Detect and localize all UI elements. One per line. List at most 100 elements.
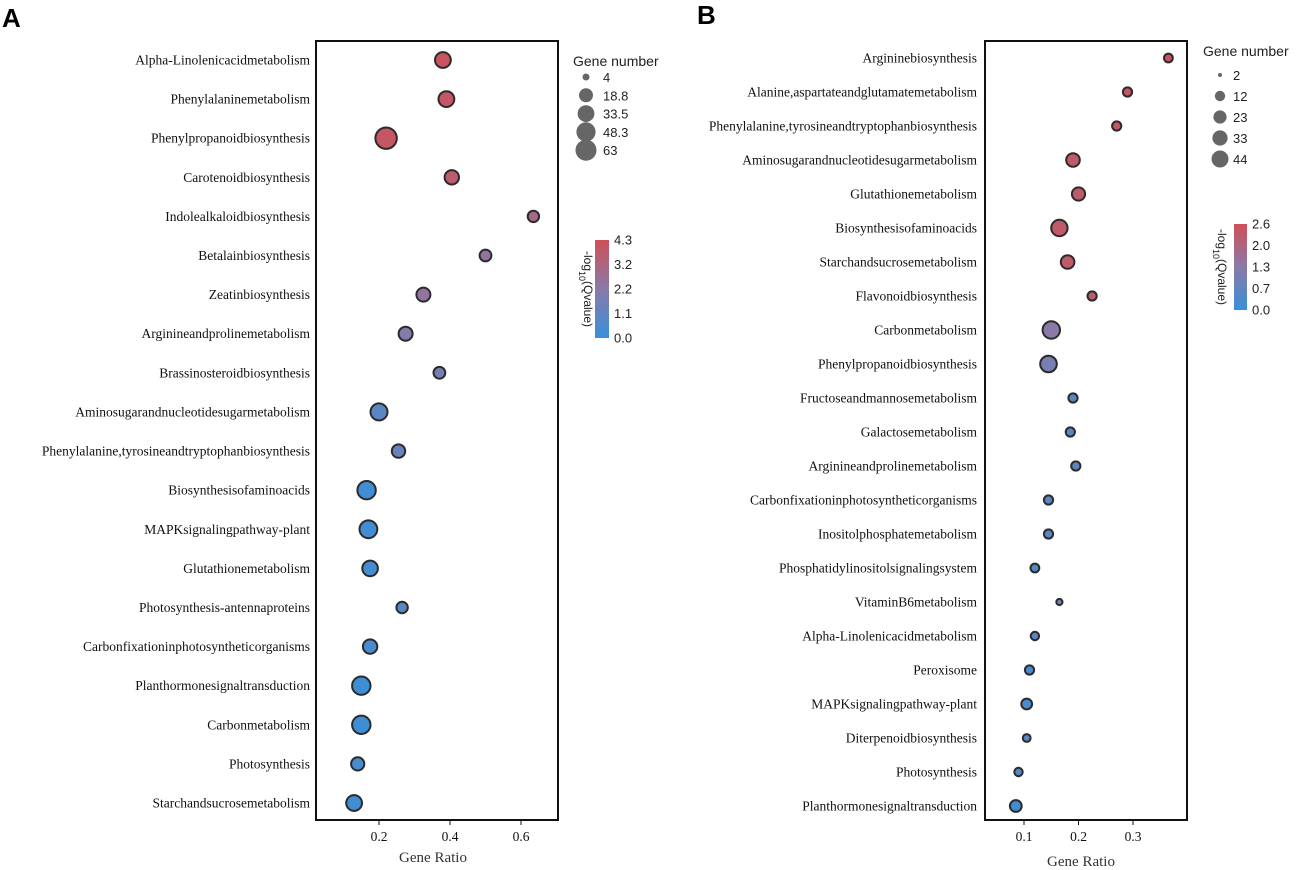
size-legend-a: Gene number 4 18.8 33.5 48.3 63: [573, 53, 659, 161]
size-legend-label: 23: [1233, 110, 1247, 125]
colorbar-b: [1234, 224, 1247, 310]
panel-a: A Alpha-Linolenicacidmetabolism Phenylala…: [2, 3, 659, 866]
size-legend-dot: [1218, 73, 1222, 77]
x-tick-label: 0.2: [371, 829, 388, 844]
panel-letter-a: A: [2, 3, 21, 33]
data-point: [415, 286, 432, 303]
panel-b: B Argininebiosynthesis Alanine,aspartatea…: [697, 0, 1289, 870]
category-label: Photosynthesis-antennaproteins: [139, 600, 310, 615]
size-legend-label: 4: [603, 70, 610, 85]
data-point: [1055, 597, 1064, 607]
category-label: Carbonmetabolism: [874, 323, 977, 338]
data-point: [345, 794, 364, 812]
category-label: Galactosemetabolism: [861, 425, 978, 440]
data-point: [1121, 86, 1134, 98]
data-point: [351, 714, 372, 735]
category-label: Flavonoidbiosynthesis: [855, 289, 977, 304]
data-point: [1029, 630, 1041, 642]
category-label: Photosynthesis: [896, 765, 977, 780]
category-label: Peroxisome: [913, 663, 977, 678]
data-point: [397, 325, 414, 342]
category-label: Carbonmetabolism: [207, 717, 310, 732]
category-label: Diterpenoidbiosynthesis: [846, 731, 977, 746]
category-label: Phosphatidylinositolsignalingsystem: [779, 561, 978, 576]
colorbar-tick-label: 0.0: [1252, 303, 1270, 318]
size-legend-dot: [1214, 90, 1226, 102]
size-legend-dot: [1211, 150, 1229, 168]
colorbar-tick-label: 4.3: [614, 233, 632, 248]
category-label: Planthormonesignaltransduction: [802, 799, 977, 814]
data-point: [369, 402, 389, 422]
data-point: [395, 600, 409, 615]
category-label: Starchandsucrosemetabolism: [820, 255, 978, 270]
category-label: Betalainbiosynthesis: [198, 248, 310, 263]
category-label: Phenylpropanoidbiosynthesis: [151, 131, 310, 146]
category-label: Biosynthesisofaminoacids: [168, 483, 310, 498]
category-label: Indolealkaloidbiosynthesis: [165, 209, 310, 224]
data-point: [1064, 426, 1076, 438]
colorbar-a: [595, 240, 609, 338]
data-point: [1013, 766, 1024, 778]
category-label: Glutathionemetabolism: [850, 187, 977, 202]
data-point: [434, 51, 452, 69]
category-label: Biosynthesisofaminoacids: [835, 221, 977, 236]
panel-letter-b: B: [697, 0, 716, 30]
colorbar-tick-label: 0.7: [1252, 281, 1270, 296]
x-axis-ticks-b: 0.1 0.2 0.3: [1016, 820, 1142, 844]
data-point: [350, 756, 366, 772]
data-point: [1067, 392, 1079, 404]
size-legend-title-b: Gene number: [1203, 43, 1289, 59]
size-legend-label: 48.3: [603, 125, 628, 140]
size-legend-dot: [577, 105, 595, 122]
data-point: [1021, 733, 1032, 743]
category-label: MAPKsignalingpathway-plant: [811, 697, 977, 712]
category-labels-b: Argininebiosynthesis Alanine,aspartateand…: [709, 51, 978, 814]
size-legend-label: 18.8: [603, 88, 628, 103]
category-label: Carbonfixationinphotosyntheticorganisms: [750, 493, 977, 508]
data-point: [1008, 799, 1023, 813]
data-point: [1065, 152, 1081, 168]
colorbar-title-b: -log10(Qvalue): [1211, 229, 1229, 305]
category-label: Phenylpropanoidbiosynthesis: [818, 357, 977, 372]
category-label: Zeatinbiosynthesis: [209, 287, 310, 302]
category-label: Carotenoidbiosynthesis: [183, 170, 310, 185]
data-point: [1042, 494, 1055, 506]
data-point: [1070, 186, 1087, 202]
data-point: [1023, 664, 1036, 676]
colorbar-tick-label: 3.2: [614, 257, 632, 272]
category-label: Photosynthesis: [229, 756, 310, 771]
size-legend-dot: [582, 73, 590, 81]
x-axis-ticks-a: 0.2 0.4 0.6: [371, 820, 530, 844]
category-label: Glutathionemetabolism: [183, 561, 310, 576]
category-label: Aminosugarandnucleotidesugarmetabolism: [75, 404, 310, 419]
plot-frame-b: [984, 40, 1188, 821]
category-label: Alpha-Linolenicacidmetabolism: [802, 629, 977, 644]
category-label: Brassinosteroidbiosynthesis: [159, 365, 310, 380]
size-legend-label: 33: [1233, 131, 1247, 146]
size-legend-label: 2: [1233, 68, 1240, 83]
points-a: [345, 51, 541, 812]
size-legend-label: 63: [603, 143, 617, 158]
color-legend-a: 4.3 3.2 2.2 1.1 0.0 -log10(Qvalue): [577, 233, 632, 346]
category-label: MAPKsignalingpathway-plant: [144, 522, 310, 537]
category-label: Inositolphosphatemetabolism: [818, 527, 977, 542]
category-label: Alanine,aspartateandglutamatemetabolism: [747, 85, 977, 100]
data-point: [1050, 218, 1069, 238]
data-point: [358, 519, 379, 540]
x-tick-label: 0.6: [513, 829, 530, 844]
category-label: Arginineandprolinemetabolism: [142, 326, 311, 341]
category-label: Aminosugarandnucleotidesugarmetabolism: [742, 153, 977, 168]
data-point: [1020, 697, 1034, 711]
category-label: Starchandsucrosemetabolism: [153, 796, 311, 811]
category-label: Carbonfixationinphotosyntheticorganisms: [83, 639, 310, 654]
data-point: [1163, 52, 1174, 64]
size-legend-b: Gene number 2 12 23 33 44: [1203, 43, 1289, 168]
category-label: Phenylalanine,tyrosineandtryptophanbiosy…: [709, 119, 977, 134]
data-point: [1059, 254, 1076, 270]
data-point: [478, 248, 493, 263]
x-tick-label: 0.1: [1016, 829, 1033, 844]
size-legend-label: 44: [1233, 152, 1247, 167]
data-point: [356, 480, 377, 501]
x-axis-title-a: Gene Ratio: [399, 850, 467, 866]
